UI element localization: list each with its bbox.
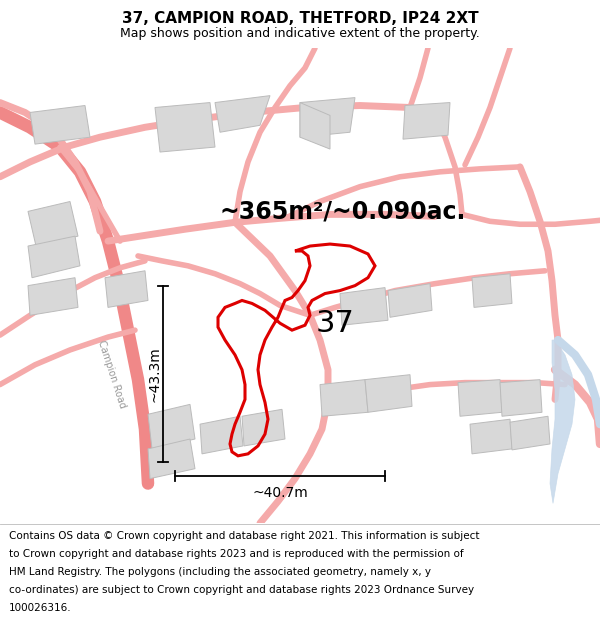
Text: 37, CAMPION ROAD, THETFORD, IP24 2XT: 37, CAMPION ROAD, THETFORD, IP24 2XT xyxy=(122,11,478,26)
Polygon shape xyxy=(105,271,148,308)
Polygon shape xyxy=(388,284,432,318)
Text: Map shows position and indicative extent of the property.: Map shows position and indicative extent… xyxy=(120,27,480,40)
Polygon shape xyxy=(320,379,368,416)
Polygon shape xyxy=(242,409,285,446)
Polygon shape xyxy=(148,404,195,449)
Polygon shape xyxy=(340,288,388,325)
Polygon shape xyxy=(300,98,355,137)
Text: ~43.3m: ~43.3m xyxy=(148,346,162,402)
Text: Campion Road: Campion Road xyxy=(96,339,128,410)
Polygon shape xyxy=(148,439,195,479)
Polygon shape xyxy=(215,96,270,132)
Polygon shape xyxy=(472,274,512,308)
Polygon shape xyxy=(470,419,512,454)
Text: co-ordinates) are subject to Crown copyright and database rights 2023 Ordnance S: co-ordinates) are subject to Crown copyr… xyxy=(9,585,474,595)
Polygon shape xyxy=(510,416,550,450)
Text: 37: 37 xyxy=(316,309,355,338)
Polygon shape xyxy=(155,102,215,152)
Polygon shape xyxy=(550,340,575,503)
Text: 100026316.: 100026316. xyxy=(9,602,71,612)
Polygon shape xyxy=(28,201,78,246)
Polygon shape xyxy=(403,102,450,139)
Polygon shape xyxy=(28,278,78,315)
Text: to Crown copyright and database rights 2023 and is reproduced with the permissio: to Crown copyright and database rights 2… xyxy=(9,549,464,559)
Polygon shape xyxy=(500,379,542,416)
Text: ~365m²/~0.090ac.: ~365m²/~0.090ac. xyxy=(220,199,466,223)
Polygon shape xyxy=(200,416,243,454)
Text: Contains OS data © Crown copyright and database right 2021. This information is : Contains OS data © Crown copyright and d… xyxy=(9,531,479,541)
Polygon shape xyxy=(300,102,330,149)
Polygon shape xyxy=(365,374,412,413)
Text: ~40.7m: ~40.7m xyxy=(252,486,308,501)
Polygon shape xyxy=(30,106,90,144)
Text: HM Land Registry. The polygons (including the associated geometry, namely x, y: HM Land Registry. The polygons (includin… xyxy=(9,567,431,577)
Polygon shape xyxy=(28,236,80,278)
Polygon shape xyxy=(458,379,502,416)
